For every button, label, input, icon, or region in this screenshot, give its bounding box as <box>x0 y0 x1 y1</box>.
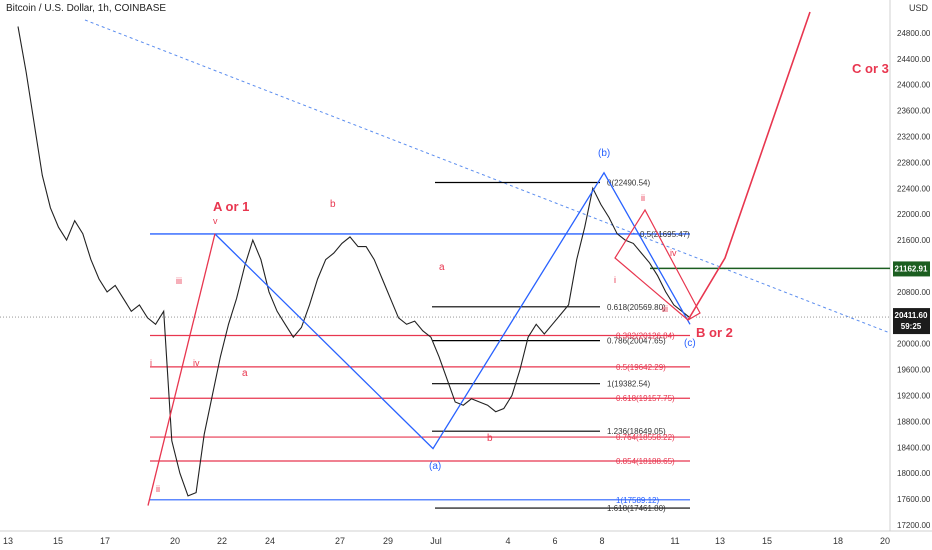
annotation-ii-2: ii <box>641 193 645 203</box>
price-tick-label-17: 24000.00 <box>897 81 931 90</box>
annotation-a-1: a <box>242 368 248 379</box>
time-tick-label-5: 24 <box>265 536 275 546</box>
level-badge-text-0: 21162.91 <box>895 264 928 273</box>
price-tick-label-14: 22800.00 <box>897 158 931 167</box>
annotation-a-or-1: A or 1 <box>213 199 249 214</box>
time-tick-label-15: 18 <box>833 536 843 546</box>
fib-lower-label-4: 0.854(18188.65) <box>616 457 675 466</box>
time-tick-label-0: 13 <box>3 536 13 546</box>
time-tick-label-8: Jul <box>430 536 442 546</box>
price-tick-label-5: 19200.00 <box>897 392 931 401</box>
price-tick-label-11: 21600.00 <box>897 236 931 245</box>
fib-upper-label-2: 0.618(20569.80) <box>607 303 666 312</box>
current-price-badge-text-0: 20411.60 <box>895 311 928 320</box>
price-tick-label-16: 23600.00 <box>897 107 931 116</box>
annotation-b-1: b <box>330 199 336 210</box>
time-tick-label-2: 17 <box>100 536 110 546</box>
time-tick-label-12: 11 <box>670 536 679 546</box>
price-tick-label-13: 22400.00 <box>897 184 931 193</box>
time-tick-label-14: 15 <box>762 536 772 546</box>
fib-upper-label-1: 0.5(21695.47) <box>640 230 690 239</box>
price-tick-label-19: 24800.00 <box>897 29 931 38</box>
level-badge-bg <box>893 261 930 277</box>
annotation-c-or-3: C or 3 <box>852 61 889 76</box>
annotation-v: v <box>213 216 218 226</box>
price-tick-label-15: 23200.00 <box>897 133 931 142</box>
symbol-title: Bitcoin / U.S. Dollar, 1h, COINBASE <box>6 3 167 14</box>
time-tick-label-16: 20 <box>880 536 890 546</box>
price-tick-label-3: 18400.00 <box>897 443 931 452</box>
time-tick-label-7: 29 <box>383 536 393 546</box>
price-tick-label-18: 24400.00 <box>897 55 931 64</box>
currency-label: USD <box>908 3 928 13</box>
annotation-wave-b: (b) <box>598 148 610 159</box>
annotation-wave-c: (c) <box>684 338 696 349</box>
annotation-iv-1: iv <box>193 358 200 368</box>
fib-upper-label-6: 1.618(17461.80) <box>607 504 666 513</box>
time-tick-label-10: 6 <box>552 536 557 546</box>
price-tick-label-1: 17600.00 <box>897 495 931 504</box>
annotation-iii-1: iii <box>176 276 182 286</box>
annotation-a-2: a <box>439 262 445 273</box>
annotation-iv-2: iv <box>670 248 677 258</box>
price-tick-label-4: 18800.00 <box>897 417 931 426</box>
annotation-i-2: i <box>614 275 616 285</box>
price-series-line <box>17 26 691 497</box>
time-tick-label-1: 15 <box>53 536 63 546</box>
time-tick-label-13: 13 <box>715 536 725 546</box>
price-tick-label-2: 18000.00 <box>897 469 931 478</box>
price-tick-label-6: 19600.00 <box>897 366 931 375</box>
price-tick-label-7: 20000.00 <box>897 340 931 349</box>
current-price-badge-text-1: 59:25 <box>901 322 922 331</box>
wave-line-red-a1 <box>147 233 216 506</box>
time-tick-label-4: 22 <box>217 536 227 546</box>
fib-lower-label-0: 0.382(20126.84) <box>616 332 675 341</box>
time-tick-label-9: 4 <box>505 536 510 546</box>
annotation-ii-1: ii <box>156 484 160 494</box>
fib-upper-label-3: 0.786(20047.65) <box>607 337 666 346</box>
time-tick-label-11: 8 <box>599 536 604 546</box>
current-price-badge-bg <box>893 308 930 335</box>
annotation-i-1: i <box>150 358 152 368</box>
fib-upper-label-5: 1.236(18649.05) <box>607 427 666 436</box>
annotation-iii-2: iii <box>662 304 668 314</box>
price-tick-label-9: 20800.00 <box>897 288 931 297</box>
price-tick-label-12: 22000.00 <box>897 210 931 219</box>
fib-upper-label-4: 1(19382.54) <box>607 380 650 389</box>
fib-lower-label-3: 0.764(18558.22) <box>616 433 675 442</box>
fib-lower-label-5: 1(17589.12) <box>616 496 659 505</box>
fib-lower-label-2: 0.618(19157.75) <box>616 394 675 403</box>
time-tick-label-6: 27 <box>335 536 345 546</box>
annotation-wave-a: (a) <box>429 461 441 472</box>
annotation-b-or-2: B or 2 <box>696 325 733 340</box>
dashed-trendline <box>84 19 891 334</box>
fib-upper-label-0: 0(22490.54) <box>607 178 650 187</box>
price-tick-label-0: 17200.00 <box>897 521 931 530</box>
projection-line <box>687 11 811 321</box>
annotation-b-2: b <box>487 433 493 444</box>
wave-line-blue <box>214 171 691 450</box>
wedge-channel <box>614 208 701 321</box>
fib-lower-label-1: 0.5(19642.29) <box>616 363 666 372</box>
time-tick-label-3: 20 <box>170 536 180 546</box>
